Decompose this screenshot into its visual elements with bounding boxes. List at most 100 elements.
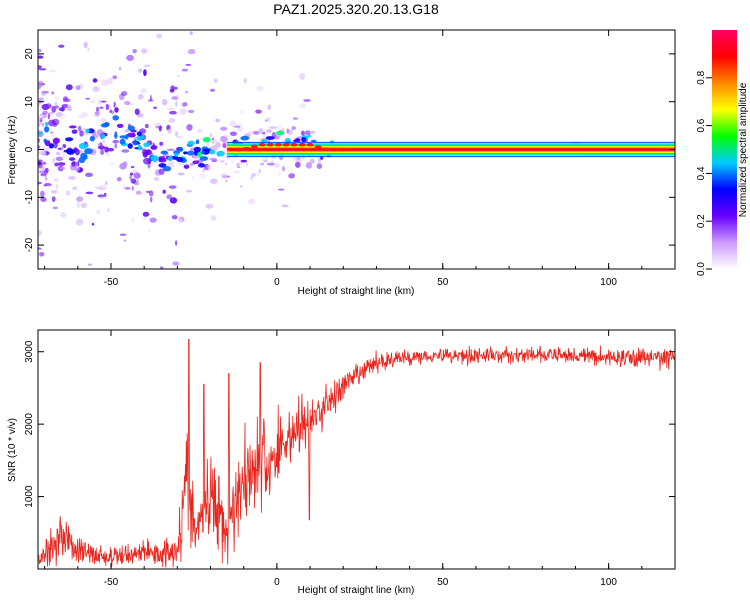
spectrogram-blob (94, 285, 99, 290)
spectrogram-blob (38, 65, 43, 69)
spectrogram-ridge-pulse (250, 144, 258, 149)
spectrogram-blob (79, 130, 84, 137)
spectrogram-core-blob (240, 135, 250, 141)
spectrogram-blob (85, 172, 93, 177)
spectrogram-blob (171, 215, 178, 220)
spectrogram-blob (210, 132, 212, 138)
spectrogram-blob (40, 197, 47, 202)
spectrogram-blob (107, 208, 110, 213)
spectrogram-blob (200, 138, 203, 141)
spectrogram-blob (97, 145, 106, 150)
spectrogram-blob (205, 142, 210, 148)
spectrogram-blob (185, 90, 188, 94)
spectrogram-blob (107, 77, 113, 85)
spectrogram-blob (96, 209, 101, 214)
spectrogram-blob (78, 125, 82, 132)
spectrogram-ridge-pulse (234, 147, 242, 152)
spectrogram-blob (38, 109, 43, 112)
spectrogram-blob (266, 117, 271, 122)
spectrogram-blob (40, 172, 47, 177)
spectrogram-core-blob (119, 135, 128, 139)
spectrogram-core-blob (84, 148, 93, 155)
spectrogram-blob (258, 128, 264, 134)
spectrogram-blob (38, 181, 42, 185)
spectrogram-blob (277, 188, 285, 191)
spectrogram-blob (309, 130, 316, 134)
spectrogram-blob (124, 187, 131, 190)
spectrogram-blob (273, 163, 280, 168)
spectrogram-blob (106, 147, 115, 152)
spectrogram-blob (159, 141, 163, 146)
spectrogram-blob (91, 222, 95, 226)
spectrogram-blob (90, 100, 96, 104)
spectrogram-blob (251, 173, 256, 177)
snr-y-label: SNR (10 * v/v) (7, 418, 18, 482)
spectrogram-blob (224, 134, 229, 138)
spectrogram-blob (208, 157, 217, 160)
spectrogram-blob (41, 123, 45, 127)
snr-y-ticks: 1000 2000 3000 (24, 340, 675, 508)
spectrogram-core-blob (44, 126, 50, 133)
spectrogram-core-blob (150, 155, 159, 162)
spectrogram-blob (61, 145, 64, 151)
spectrogram-ridge-pulse (322, 147, 330, 152)
spectrogram-blob (263, 160, 268, 163)
spectrogram-core-blob (136, 135, 143, 141)
spectrogram-blob (99, 184, 107, 191)
spectrogram-blob (132, 49, 137, 54)
spectrogram-blob (57, 162, 66, 166)
spectrogram-blob (121, 91, 128, 96)
spectrogram-core-blob (80, 152, 88, 159)
spectrogram-blob (141, 48, 148, 54)
spectrogram-blob (61, 150, 66, 158)
spectrogram-blob (63, 168, 66, 171)
spectrogram-blob (143, 69, 147, 77)
spectrogram-blob (199, 173, 206, 180)
spectrogram-blob (162, 189, 166, 194)
spectrogram-blob (210, 178, 218, 184)
spectrogram-blob (118, 66, 122, 71)
spectrogram-blob (149, 217, 157, 223)
spectrogram-blob (275, 124, 284, 132)
spectrogram-blob (44, 183, 52, 187)
spectrogram-y-ticks: -20 -10 0 10 20 (24, 48, 675, 252)
spectrogram-blob (133, 146, 136, 150)
spectrogram-ridge-pulse (314, 145, 322, 149)
spectrogram-blob (205, 203, 214, 209)
spectrogram-blob (50, 190, 58, 194)
spectrogram-blob (129, 174, 133, 181)
spectrogram-blob (59, 113, 66, 120)
spectrogram-blob (221, 173, 227, 179)
spectrogram-blob (113, 101, 116, 108)
spectrogram-blob (102, 139, 106, 143)
spectrogram-core-blob (142, 151, 148, 158)
spectrogram-blob (41, 103, 50, 111)
spectrogram-blob (51, 196, 56, 203)
spectrogram-blob (130, 178, 137, 184)
spectrogram-core-blob (187, 140, 195, 146)
spectrogram-blob (69, 164, 77, 171)
spectrogram-core-blob (162, 166, 172, 172)
spectrogram-blob (169, 274, 171, 278)
spectrogram-blob (266, 129, 272, 133)
spectrogram-y-label: Frequency (Hz) (7, 116, 18, 185)
spectrogram-blob (173, 86, 178, 90)
spectrogram-blob (260, 162, 265, 166)
spectrogram-blob (76, 202, 80, 208)
spectrogram-content (38, 30, 675, 290)
snr-x-tick-label: 0 (274, 577, 280, 588)
spectrogram-blob (75, 85, 81, 91)
spectrogram-blob (110, 110, 115, 115)
spectrogram-core-blob (116, 123, 124, 128)
spectrogram-blob (168, 185, 177, 189)
spectrogram-blob (100, 118, 107, 123)
spectrogram-core-blob (307, 134, 312, 138)
spectrogram-ridge-pulse (290, 142, 298, 147)
spectrogram-blob (97, 99, 102, 105)
spectrogram-core-blob (240, 159, 248, 163)
spectrogram-blob (282, 165, 285, 172)
spectrogram-blob (135, 190, 142, 195)
spectrogram-blob (147, 99, 154, 102)
spectrogram-blob (236, 166, 241, 168)
spectrogram-core-blob (301, 137, 307, 143)
